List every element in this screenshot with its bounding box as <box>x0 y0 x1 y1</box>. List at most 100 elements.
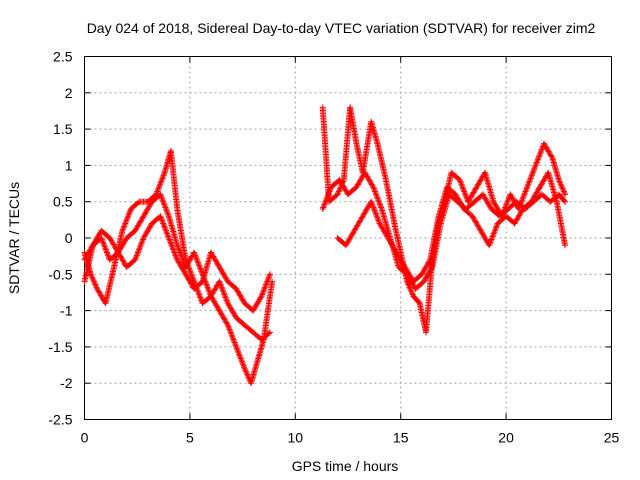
data-point-segment <box>132 236 146 263</box>
data-point-segment <box>216 264 231 284</box>
data-point-segment <box>233 343 248 371</box>
data-point-segment <box>353 171 368 191</box>
data-point-segment <box>444 184 458 197</box>
data-point-segment <box>452 191 467 211</box>
x-tick-label: 0 <box>81 430 89 446</box>
data-point-segment <box>524 163 538 191</box>
data-point-segment <box>140 200 155 220</box>
data-point-segment <box>429 222 444 270</box>
data-point-segment <box>351 214 365 234</box>
chart-title: Day 024 of 2018, Sidereal Day-to-day VTE… <box>87 20 596 36</box>
x-tick-labels: 0 5 10 15 20 25 <box>81 430 620 446</box>
series-sdtvar-trace-b <box>81 191 273 343</box>
data-point-segment <box>258 272 273 300</box>
grid-lines <box>84 56 612 420</box>
data-point-segment <box>368 198 383 225</box>
data-point-segment <box>511 207 526 227</box>
data-point-segment <box>233 314 247 328</box>
data-point <box>562 242 569 249</box>
data-point-segment <box>233 285 247 305</box>
data-point-segment <box>448 169 462 182</box>
data-point-segment <box>541 140 555 160</box>
data-point-segment <box>165 213 180 247</box>
data-point-segment <box>393 249 408 269</box>
data-point-segment <box>98 227 112 240</box>
data-point-segment <box>404 271 418 291</box>
data-point-segment <box>482 169 496 204</box>
data-point-segment <box>224 322 239 349</box>
data-point-segment <box>326 192 340 205</box>
data-point-segment <box>250 294 264 314</box>
data-point-segment <box>528 185 543 205</box>
data-point-segment <box>410 272 424 285</box>
data-point-segment <box>174 206 189 262</box>
data-point-segment <box>545 169 560 204</box>
x-tick-label: 20 <box>498 430 514 446</box>
data-point-segment <box>191 249 205 276</box>
data-point-segment <box>102 265 117 307</box>
data-point-segment <box>418 258 433 278</box>
data-point-segment <box>336 176 351 197</box>
data-point-segment <box>486 221 501 249</box>
data-point-segment <box>132 214 146 234</box>
data-marks <box>81 104 569 387</box>
data-point-segment <box>199 251 214 285</box>
data-point-segment <box>427 214 442 263</box>
x-tick-label: 25 <box>604 430 620 446</box>
data-point-segment <box>167 147 181 211</box>
data-point-segment <box>553 198 568 247</box>
data-point-segment <box>319 185 334 212</box>
data-point-segment <box>87 271 100 291</box>
series-sdtvar-trace-a <box>81 147 276 387</box>
data-point-segment <box>549 155 562 182</box>
data-point-segment <box>342 229 357 249</box>
axis-ticks <box>84 56 612 420</box>
data-point-segment <box>378 206 393 240</box>
data-point <box>562 191 569 198</box>
data-point-segment <box>391 220 404 254</box>
data-point-segment <box>319 104 332 204</box>
y-tick-label: 2.5 <box>53 49 73 65</box>
data-point <box>267 271 273 278</box>
data-point-segment <box>157 213 172 240</box>
data-point-segment <box>374 140 389 182</box>
data-point-segment <box>224 300 239 320</box>
y-tick-label: -2 <box>60 375 73 391</box>
data-point-segment <box>465 185 479 205</box>
data-point-segment <box>479 191 494 211</box>
data-point-segment <box>410 293 422 306</box>
data-point-segment <box>254 338 267 365</box>
data-point-segment <box>437 193 452 227</box>
series-sdtvar-trace-d <box>319 104 569 336</box>
data-point-segment <box>115 249 129 269</box>
y-tick-label: -0.5 <box>48 266 72 282</box>
data-point-segment <box>144 192 158 205</box>
data-point-segment <box>191 279 205 292</box>
y-tick-label: 0.5 <box>53 194 73 210</box>
y-tick-label: 1.5 <box>53 121 73 137</box>
data-point-segment <box>361 169 376 189</box>
data-point-segment <box>216 278 231 305</box>
data-point-segment <box>385 235 399 255</box>
data-point-segment <box>98 235 113 262</box>
data-point-segment <box>157 191 172 218</box>
data-point-segment <box>412 279 426 292</box>
data-point-segment <box>224 278 239 291</box>
x-tick-label: 5 <box>186 430 194 446</box>
y-tick-labels: 2.5 2 1.5 1 0.5 0 -0.5 -1 -1.5 -2 -2.5 <box>48 49 72 428</box>
series-sdtvar-trace-f <box>334 169 569 285</box>
data-point-segment <box>404 278 416 298</box>
y-tick-label: -2.5 <box>48 412 72 428</box>
data-point-segment <box>248 359 260 387</box>
data-point <box>562 198 569 205</box>
data-point-segment <box>382 176 398 225</box>
y-axis-label: SDTVAR / TECUs <box>6 182 22 294</box>
data-point-segment <box>216 307 231 327</box>
data-point-segment <box>555 176 568 196</box>
data-point-segment <box>460 206 475 219</box>
series-sdtvar-trace-c <box>81 213 273 314</box>
data-point-segment <box>140 221 155 241</box>
data-point-segment <box>420 265 435 285</box>
data-point-segment <box>469 213 483 233</box>
